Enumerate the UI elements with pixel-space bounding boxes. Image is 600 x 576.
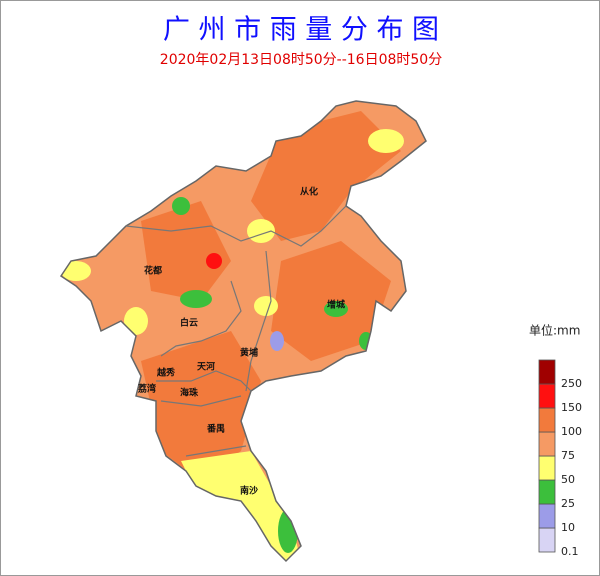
district-label: 荔湾	[137, 383, 156, 395]
legend-swatch	[538, 503, 556, 529]
district-label: 南沙	[240, 485, 258, 497]
boundary	[245, 250, 272, 392]
boundary	[185, 445, 247, 457]
subtitle: 2020年02月13日08时50分--16日08时50分	[160, 52, 442, 68]
legend-swatch	[538, 527, 556, 553]
legend-label: 25	[561, 497, 575, 510]
rain-fill	[61, 101, 426, 561]
legend-swatch	[538, 359, 556, 385]
district-label: 增城	[327, 299, 345, 311]
district-label: 白云	[180, 317, 198, 329]
legend-label: 10	[561, 521, 575, 534]
district-label: 海珠	[180, 387, 199, 399]
legend-label: 50	[561, 473, 575, 486]
boundary	[160, 280, 242, 357]
legend-title: 单位:mm	[529, 323, 580, 338]
boundary	[160, 395, 242, 407]
legend-label: 150	[561, 401, 582, 414]
district-label: 花都	[144, 265, 162, 277]
district-label: 越秀	[156, 367, 175, 379]
legend-label: 75	[561, 449, 575, 462]
legend-label: 0.1	[561, 545, 579, 558]
legend-swatch	[538, 407, 556, 433]
boundary	[125, 205, 347, 247]
district-label: 从化	[300, 186, 318, 198]
legend-label: 250	[561, 377, 582, 390]
legend-swatch	[538, 431, 556, 457]
legend-label: 100	[561, 425, 582, 438]
legend-swatch	[538, 455, 556, 481]
legend-swatch	[538, 383, 556, 409]
boundary	[156, 370, 252, 392]
legend: 0.1 10 25 50 75 100 150 250	[538, 359, 582, 558]
title: 广 州 市 雨 量 分 布 图	[163, 15, 439, 46]
district-label: 番禺	[206, 423, 225, 435]
district-label: 天河	[197, 361, 215, 373]
legend-swatch	[538, 479, 556, 505]
district-label: 黄埔	[240, 347, 258, 359]
